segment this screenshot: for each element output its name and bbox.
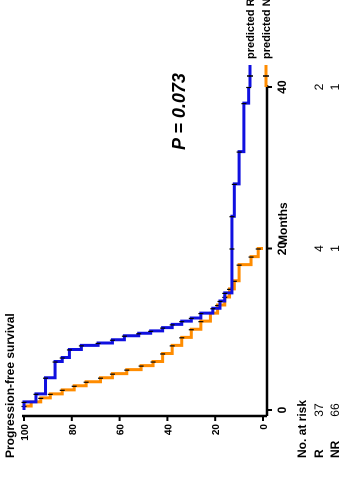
legend-label: predicted NR (n=66) bbox=[261, 0, 273, 59]
y-tick-label: 80 bbox=[68, 424, 79, 436]
x-tick-layer: 0 20 40 bbox=[267, 80, 289, 413]
y-axis-label: Progression-free survival bbox=[3, 313, 17, 458]
x-tick-label: 20 bbox=[275, 242, 289, 256]
series-line bbox=[22, 247, 263, 410]
risk-table-cell: 2 bbox=[312, 83, 326, 90]
y-tick-label: 20 bbox=[211, 424, 222, 436]
risk-table-cell: 4 bbox=[312, 245, 326, 252]
y-tick-label: 100 bbox=[20, 424, 31, 441]
risk-table-row-label: R bbox=[312, 449, 326, 458]
y-tick-label: 40 bbox=[163, 424, 174, 436]
axes bbox=[22, 85, 269, 418]
risk-table-row-label: NR bbox=[328, 440, 341, 458]
risk-table-title: No. at risk bbox=[295, 400, 309, 458]
risk-table-cell: 66 bbox=[328, 403, 341, 417]
risk-table-cell: 1 bbox=[328, 245, 341, 252]
x-axis-label: Months bbox=[276, 202, 290, 245]
risk-table-cell: 1 bbox=[328, 83, 341, 90]
legend-label: predicted R (n=37) bbox=[245, 0, 257, 59]
series-layer bbox=[21, 86, 263, 410]
risk-table: No. at risk R 37 4 2 NR 66 1 1 bbox=[295, 83, 341, 458]
legend: predicted R (n=37) predicted NR (n=66) bbox=[245, 0, 273, 87]
y-tick-label: 0 bbox=[259, 424, 270, 430]
y-tick-layer: 0 20 40 60 80 100 bbox=[20, 416, 270, 441]
series-line bbox=[22, 87, 251, 410]
y-tick-label: 60 bbox=[116, 424, 127, 436]
p-value-annotation: P = 0.073 bbox=[169, 73, 189, 150]
risk-table-cell: 37 bbox=[312, 403, 326, 417]
x-tick-label: 40 bbox=[275, 80, 289, 94]
x-tick-label: 0 bbox=[275, 406, 289, 413]
